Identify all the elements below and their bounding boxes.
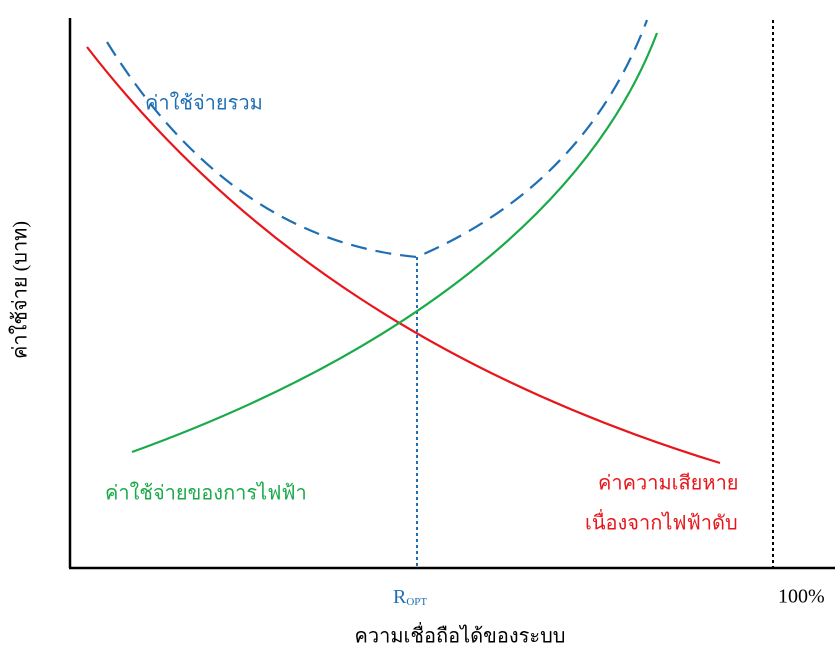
- optimum-label: ROPT: [393, 586, 427, 608]
- outage-label: เนื่องจากไฟฟ้าดับ: [585, 509, 738, 535]
- y-axis-label: ค่าใช้จ่าย (บาท): [9, 221, 32, 359]
- max-label: 100%: [778, 586, 825, 608]
- utility-label: ค่าใช้จ่ายของการไฟฟ้า: [105, 482, 307, 505]
- optimum-main: R: [393, 586, 407, 608]
- optimum-sub: OPT: [406, 596, 427, 608]
- x-axis-label: ความเชื่อถือได้ของระบบ: [355, 622, 566, 648]
- utility-curve: [131, 32, 659, 454]
- total-label: ค่าใช้จ่ายรวม: [145, 92, 263, 115]
- outage-curve: [86, 46, 721, 465]
- outage-label: ค่าความเสียหาย: [598, 473, 739, 495]
- total-curve: [106, 19, 649, 259]
